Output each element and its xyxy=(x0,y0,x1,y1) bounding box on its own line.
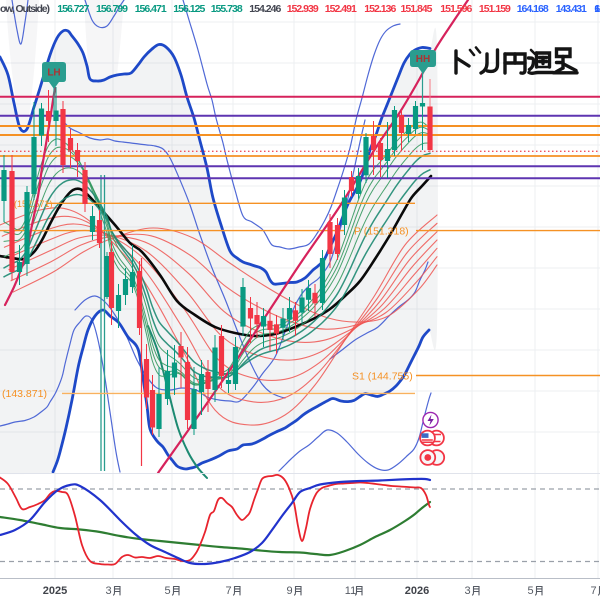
svg-text:7: 7 xyxy=(590,585,596,597)
svg-text:156.125: 156.125 xyxy=(173,3,205,15)
svg-text:(152.571): (152.571) xyxy=(14,199,53,209)
svg-text:3: 3 xyxy=(464,585,470,597)
svg-text:152.136: 152.136 xyxy=(364,3,396,15)
svg-text:5: 5 xyxy=(164,585,170,597)
svg-text:164.168: 164.168 xyxy=(517,3,549,15)
svg-text:151.845: 151.845 xyxy=(401,3,433,15)
svg-text:S1 (144.755): S1 (144.755) xyxy=(352,371,413,383)
svg-text:2025: 2025 xyxy=(43,585,67,597)
svg-text:11: 11 xyxy=(345,585,356,597)
svg-text:HH: HH xyxy=(416,54,430,65)
svg-text:151.596: 151.596 xyxy=(440,3,472,15)
svg-text:7: 7 xyxy=(225,585,231,597)
svg-text:ow, Outside): ow, Outside) xyxy=(0,3,50,15)
svg-text:152.491: 152.491 xyxy=(325,3,357,15)
svg-text:155.738: 155.738 xyxy=(211,3,243,15)
svg-text:LH: LH xyxy=(47,68,60,79)
svg-text:P (151.318): P (151.318) xyxy=(354,226,409,238)
svg-text:152.939: 152.939 xyxy=(287,3,319,15)
svg-text:5: 5 xyxy=(527,585,533,597)
svg-text:151.159: 151.159 xyxy=(479,3,511,15)
svg-text:2026: 2026 xyxy=(405,585,429,597)
svg-text:9: 9 xyxy=(286,585,292,597)
svg-text:(143.871): (143.871) xyxy=(2,388,47,400)
svg-text:143.431: 143.431 xyxy=(556,3,587,15)
svg-text:156.727: 156.727 xyxy=(57,3,89,15)
svg-text:156.799: 156.799 xyxy=(96,3,128,15)
svg-text:3: 3 xyxy=(105,585,111,597)
svg-text:156.471: 156.471 xyxy=(135,3,167,15)
svg-text:154.246: 154.246 xyxy=(249,3,281,15)
svg-text:16: 16 xyxy=(594,3,600,15)
